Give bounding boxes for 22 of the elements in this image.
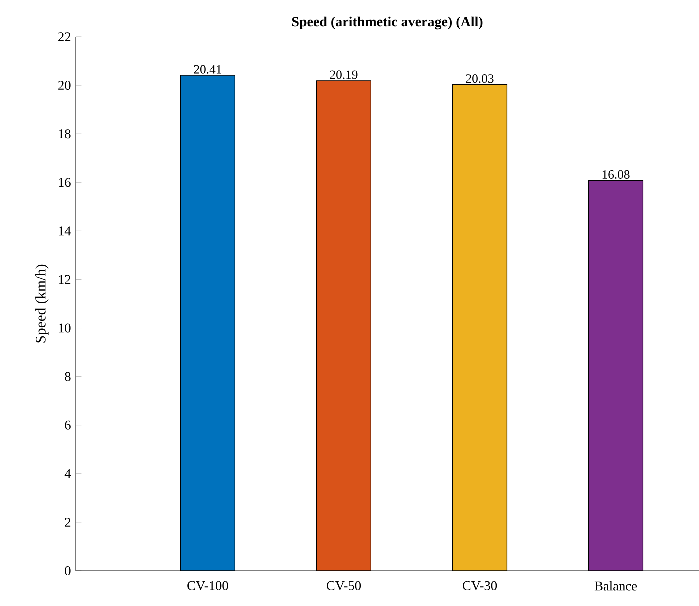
data-label: 20.03 [466, 74, 494, 84]
y-tick-label: 12 [59, 275, 71, 284]
data-label: 16.08 [602, 170, 630, 180]
y-tick-label: 22 [58, 32, 71, 42]
y-tick-label: 8 [65, 372, 71, 382]
y-tick-label: 18 [59, 130, 71, 139]
x-tick-label: CV-30 [463, 581, 498, 590]
y-tick-label: 10 [59, 324, 71, 333]
x-tick-label: CV-50 [326, 581, 362, 590]
data-label: 20.41 [194, 65, 222, 74]
y-axis-title: Speed (km/h) [36, 264, 49, 343]
x-tick-label: Balance [594, 581, 638, 591]
y-tick-label: 4 [64, 470, 72, 478]
data-label: 20.19 [330, 70, 358, 80]
y-tick-label: 20 [58, 81, 71, 90]
y-tick-label: 6 [65, 420, 71, 430]
chart-title: Speed (arithmetic average) (All) [292, 16, 483, 30]
y-tick-label: 14 [59, 226, 72, 236]
y-tick-label: 16 [59, 178, 71, 188]
y-tick-label: 2 [65, 518, 71, 527]
y-tick-label: 0 [65, 566, 71, 576]
x-tick-label: CV-100 [188, 581, 228, 590]
